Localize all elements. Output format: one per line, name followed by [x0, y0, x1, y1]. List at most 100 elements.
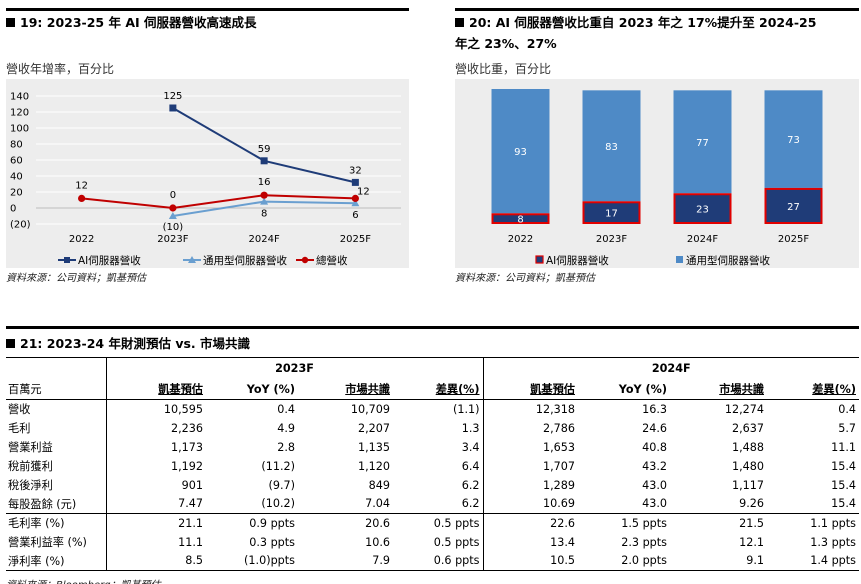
figure-19-source: 資料來源：公司資料；凱基預估: [6, 273, 146, 284]
table-cell: 43.0: [642, 478, 667, 492]
figure-19-title: 19: 2023-25 年 AI 伺服器營收高速成長: [6, 14, 257, 31]
table-21-top-rule: [6, 326, 859, 329]
row-label: 稅後淨利: [8, 479, 53, 492]
table-cell: 1,289: [482, 475, 578, 495]
forecast-table: 2023F 2024F 百萬元 凱基預估 YoY (%) 市場共識 差異(%) …: [6, 357, 859, 571]
legend-label: 通用型伺服器營收: [686, 254, 770, 267]
legend-label: AI伺服器營收: [546, 254, 609, 267]
y-tick-label: 0: [10, 204, 16, 215]
table-21-source: 資料來源：Bloomberg；凱基預估: [6, 576, 161, 584]
col-header-diff-2023: 差異(%): [435, 383, 480, 397]
table-cell: 10.5: [482, 551, 578, 571]
table-cell: 10,709: [350, 402, 390, 416]
table-cell: (9.7): [268, 478, 295, 492]
table-cell: 1,173: [105, 437, 206, 457]
figure-20-top-rule: [455, 8, 859, 11]
table-cell: 0.4: [277, 402, 295, 416]
figure-20-title-text: 20: AI 伺服器營收比重自 2023 年之 17%提升至 2024-25: [469, 15, 817, 30]
legend-marker: [301, 256, 309, 264]
data-label: 8: [517, 215, 523, 226]
figure-19-top-rule: [6, 8, 409, 11]
table-cell: 4.9: [277, 421, 295, 435]
data-label: 93: [514, 147, 527, 158]
table-row: 稅後淨利 901 (9.7) 849 6.2 1,289 43.0 1,117 15.4: [6, 475, 859, 495]
group-header-2023: 2023F: [105, 357, 483, 380]
table-cell: 1,488: [731, 440, 764, 454]
row-label: 毛利率 (%): [6, 513, 106, 533]
y-tick-label: (20): [10, 220, 31, 231]
table-21-title-text: 21: 2023-24 年財測預估 vs. 市場共識: [20, 336, 251, 351]
x-tick-label: 2025F: [340, 234, 371, 245]
table-cell: 40.8: [642, 440, 667, 454]
x-tick-label: 2022: [508, 234, 533, 245]
col-header-kgi-2024: 凱基預估: [530, 383, 575, 397]
table-cell: 21.1: [105, 513, 206, 533]
square-bullet-icon: [455, 18, 464, 27]
table-row: 營業利益率 (%) 11.1 0.3 ppts 10.6 0.5 ppts 13.4 2.3…: [6, 532, 859, 552]
y-tick-label: 20: [10, 188, 23, 199]
table-cell: 1.5 ppts: [578, 513, 670, 533]
table-cell: 0.9 ppts: [206, 513, 298, 533]
bar-segment-general: [764, 90, 823, 188]
table-row: 毛利率 (%) 21.1 0.9 ppts 20.6 0.5 ppts 22.6 1.5 p…: [6, 513, 859, 533]
table-cell: 6.4: [461, 459, 480, 473]
table-cell: 0.6 ppts: [393, 551, 483, 571]
figure-20: 20: AI 伺服器營收比重自 2023 年之 17%提升至 2024-25 年…: [455, 8, 859, 284]
table-cell: 5.7: [838, 421, 856, 435]
data-label: 27: [787, 202, 800, 213]
row-label: 每股盈餘 (元): [8, 497, 77, 511]
row-label: 營業利益: [8, 441, 53, 454]
legend-swatch: [535, 255, 544, 264]
stacked-bar-chart-area: 93 8 2022 83 17 2023F 77 23 2024F 73 27 2025F AI伺服器營…: [455, 79, 859, 268]
bar-segment-general: [491, 89, 550, 214]
table-cell: 22.6: [482, 513, 578, 533]
table-cell: (1.0)ppts: [206, 551, 298, 571]
table-cell: 0.5 ppts: [433, 535, 480, 549]
bar-segment-ai: [491, 213, 550, 224]
table-cell: 43.2: [642, 459, 667, 473]
col-header-consensus-2024: 市場共識: [719, 383, 764, 397]
y-tick-label: 80: [10, 140, 23, 151]
table-cell: 10.69: [482, 494, 578, 514]
table-cell: 1,707: [482, 456, 578, 476]
bar-segment-general: [673, 90, 732, 194]
figure-20-title-line2: 年之 23%、27%: [455, 36, 557, 51]
table-cell: 1.3: [461, 421, 480, 435]
table-row: 每股盈餘 (元) 7.47 (10.2) 7.04 6.2 10.69 43.0 9.26 15…: [6, 494, 859, 514]
table-cell: 0.4: [838, 402, 856, 416]
data-point: [78, 194, 86, 202]
table-row: 營業利益 1,173 2.8 1,135 3.4 1,653 40.8 1,488 11.1: [6, 437, 859, 457]
table-cell: 1,192: [105, 456, 206, 476]
figure-20-subtitle: 營收比重，百分比: [455, 62, 552, 76]
table-cell: 2.3 ppts: [621, 535, 667, 549]
table-cell: 6.2: [461, 497, 480, 511]
table-21: 21: 2023-24 年財測預估 vs. 市場共識 2023F 2024F 百…: [6, 326, 859, 584]
col-header-consensus-2023: 市場共識: [345, 383, 390, 397]
table-cell: 849: [368, 478, 390, 492]
data-label: 77: [696, 138, 709, 149]
data-point: [260, 157, 268, 165]
table-cell: 11.1: [831, 440, 856, 454]
y-tick-label: 140: [10, 92, 29, 103]
legend-marker: [64, 257, 70, 263]
data-point: [351, 178, 359, 186]
table-cell: (1.1): [452, 402, 480, 416]
table-cell: 12,318: [482, 399, 578, 419]
table-cell: 20.6: [298, 513, 393, 533]
table-cell: 1,480: [731, 459, 764, 473]
table-cell: 15.4: [831, 478, 856, 492]
table-cell: 1,135: [357, 440, 390, 454]
col-header-yoy-2024: YoY (%): [618, 382, 667, 396]
data-label: 83: [605, 142, 618, 153]
table-cell: 3.4: [461, 440, 480, 454]
legend-swatch: [676, 256, 683, 263]
table-cell: 12.1: [739, 535, 764, 549]
table-cell: 0.3 ppts: [249, 535, 295, 549]
table-row: 淨利率 (%) 8.5 (1.0)ppts 7.9 0.6 ppts 10.5 2.0 pp…: [6, 551, 859, 571]
figure-20-source: 資料來源：公司資料；凱基預估: [455, 273, 595, 284]
table-cell: 1,117: [731, 478, 764, 492]
data-label: 23: [696, 205, 709, 216]
data-label: 125: [163, 91, 182, 102]
x-tick-label: 2024F: [687, 234, 718, 245]
col-header-diff-2024: 差異(%): [812, 383, 856, 397]
